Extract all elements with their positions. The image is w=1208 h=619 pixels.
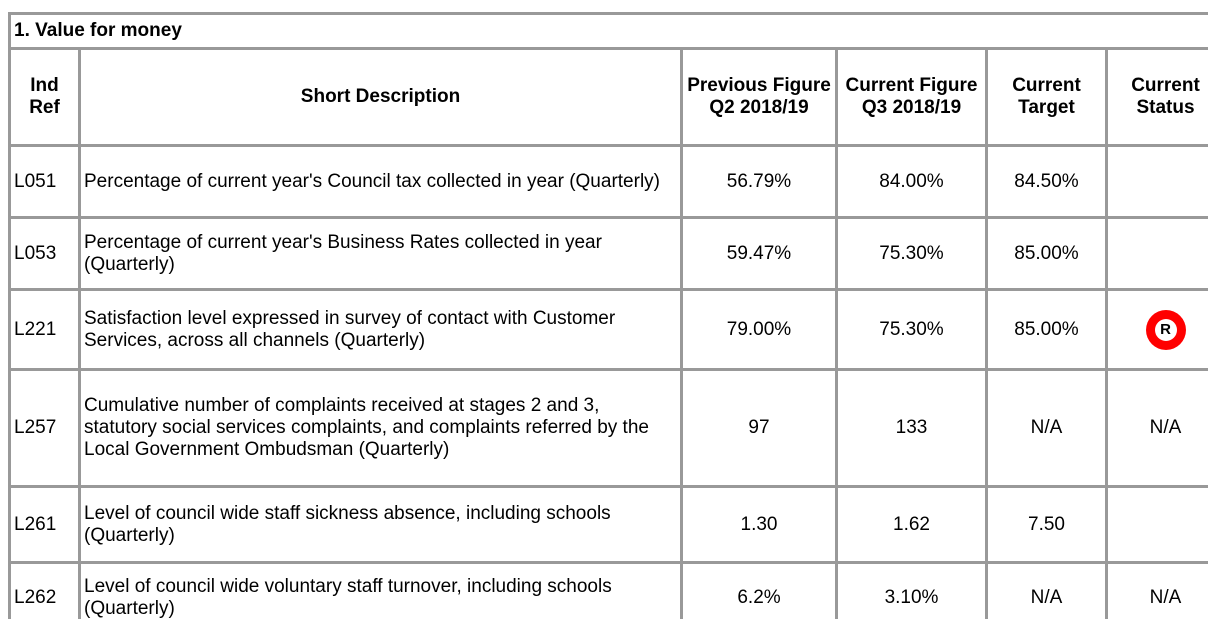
previous-cell: 1.30 bbox=[680, 485, 838, 564]
header-row: Ind Ref Short Description Previous Figure … bbox=[8, 47, 1208, 147]
header-cell: Short Description bbox=[78, 47, 683, 147]
current-cell: 3.10% bbox=[835, 561, 988, 619]
header-cell: Previous Figure Q2 2018/19 bbox=[680, 47, 838, 147]
current-cell: 84.00% bbox=[835, 144, 988, 219]
description-cell: Satisfaction level expressed in survey o… bbox=[78, 288, 683, 371]
ref-cell: L262 bbox=[8, 561, 81, 619]
description-cell: Percentage of current year's Business Ra… bbox=[78, 216, 683, 291]
current-cell: 75.30% bbox=[835, 288, 988, 371]
previous-cell: 56.79% bbox=[680, 144, 838, 219]
ref-cell: L257 bbox=[8, 368, 81, 488]
ref-cell: L221 bbox=[8, 288, 81, 371]
current-cell: 1.62 bbox=[835, 485, 988, 564]
header-cell: Current Status bbox=[1105, 47, 1208, 147]
previous-cell: 79.00% bbox=[680, 288, 838, 371]
header-cell: Current Figure Q3 2018/19 bbox=[835, 47, 988, 147]
table-body: L051 Percentage of current year's Council… bbox=[8, 144, 1208, 619]
kpi-table: 1. Value for money Ind Ref Short Descript… bbox=[8, 12, 1208, 619]
status-cell: N/A bbox=[1105, 368, 1208, 488]
target-cell: N/A bbox=[985, 368, 1108, 488]
target-cell: 85.00% bbox=[985, 288, 1108, 371]
status-icon-letter: R bbox=[1154, 318, 1177, 341]
status-cell bbox=[1105, 485, 1208, 564]
target-cell: 7.50 bbox=[985, 485, 1108, 564]
current-cell: 133 bbox=[835, 368, 988, 488]
table-title: 1. Value for money bbox=[8, 12, 1208, 50]
table-row: L261 Level of council wide staff sickness… bbox=[8, 485, 1208, 564]
status-icon: R bbox=[1145, 309, 1186, 350]
description-cell: Percentage of current year's Council tax… bbox=[78, 144, 683, 219]
table-row: L053 Percentage of current year's Busines… bbox=[8, 216, 1208, 291]
table-row: L257 Cumulative number of complaints rece… bbox=[8, 368, 1208, 488]
previous-cell: 6.2% bbox=[680, 561, 838, 619]
previous-cell: 59.47% bbox=[680, 216, 838, 291]
table-row: L262 Level of council wide voluntary staf… bbox=[8, 561, 1208, 619]
status-cell: R bbox=[1105, 288, 1208, 371]
header-cell: Ind Ref bbox=[8, 47, 81, 147]
description-cell: Cumulative number of complaints received… bbox=[78, 368, 683, 488]
status-cell: N/A bbox=[1105, 561, 1208, 619]
target-cell: N/A bbox=[985, 561, 1108, 619]
status-cell bbox=[1105, 144, 1208, 219]
status-cell bbox=[1105, 216, 1208, 291]
table-row: L051 Percentage of current year's Council… bbox=[8, 144, 1208, 219]
description-cell: Level of council wide voluntary staff tu… bbox=[78, 561, 683, 619]
previous-cell: 97 bbox=[680, 368, 838, 488]
ref-cell: L051 bbox=[8, 144, 81, 219]
ref-cell: L053 bbox=[8, 216, 81, 291]
header-cell: Current Target bbox=[985, 47, 1108, 147]
description-cell: Level of council wide staff sickness abs… bbox=[78, 485, 683, 564]
target-cell: 85.00% bbox=[985, 216, 1108, 291]
table-row: L221 Satisfaction level expressed in surv… bbox=[8, 288, 1208, 371]
current-cell: 75.30% bbox=[835, 216, 988, 291]
target-cell: 84.50% bbox=[985, 144, 1108, 219]
ref-cell: L261 bbox=[8, 485, 81, 564]
